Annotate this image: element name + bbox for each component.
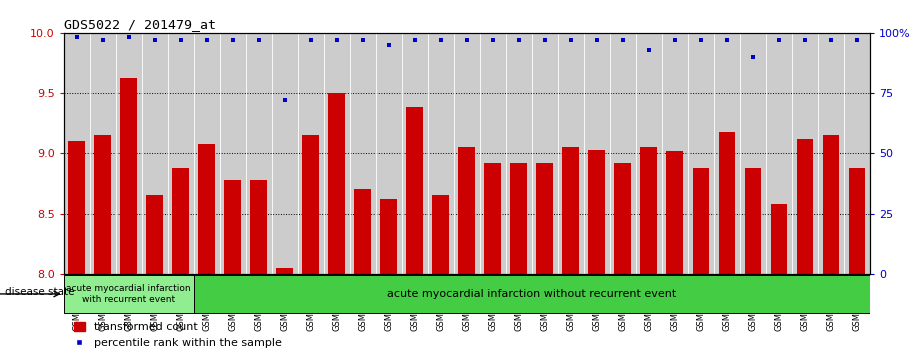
Bar [796,139,814,274]
Point [200,37,214,43]
Bar [64,275,194,313]
Point [382,42,396,48]
Text: GDS5022 / 201479_at: GDS5022 / 201479_at [64,19,216,32]
Bar [771,204,787,274]
Bar [199,144,215,274]
Bar [147,195,163,274]
Bar [120,78,138,274]
Bar [510,163,527,274]
Bar [68,141,86,274]
Bar [354,189,372,274]
Legend: transformed count, percentile rank within the sample: transformed count, percentile rank withi… [69,318,286,352]
Point [226,37,241,43]
Bar [692,168,710,274]
Bar [719,131,735,274]
Bar [667,151,683,274]
Bar [172,168,189,274]
Point [824,37,838,43]
Bar [640,147,658,274]
Bar [194,275,870,313]
Text: acute myocardial infarction without recurrent event: acute myocardial infarction without recu… [387,289,677,299]
Bar [95,135,111,274]
Bar [615,163,631,274]
Point [355,37,370,43]
Point [330,37,344,43]
Point [641,47,656,53]
Point [589,37,604,43]
Bar [458,147,476,274]
Bar [744,168,762,274]
Point [693,37,708,43]
Point [278,97,292,103]
Bar [537,163,553,274]
Point [96,37,110,43]
Bar [848,168,865,274]
Point [148,37,162,43]
Bar [276,268,293,274]
Point [407,37,422,43]
Bar [224,180,241,274]
Point [512,37,527,43]
Bar [406,107,424,274]
Bar [302,135,319,274]
Point [434,37,448,43]
Bar [823,135,839,274]
Bar [485,163,501,274]
Point [772,37,786,43]
Point [460,37,475,43]
Point [173,37,188,43]
Point [668,37,682,43]
Point [746,54,761,60]
Bar [562,147,579,274]
Bar [251,180,267,274]
Bar [589,150,606,274]
Point [486,37,500,43]
Point [616,37,630,43]
Point [251,37,266,43]
Bar [328,93,345,274]
Point [798,37,813,43]
Point [121,34,136,40]
Text: disease state: disease state [5,287,74,297]
Bar [433,195,449,274]
Point [720,37,734,43]
Point [69,34,84,40]
Point [564,37,578,43]
Text: acute myocardial infarction
with recurrent event: acute myocardial infarction with recurre… [67,284,191,303]
Point [850,37,865,43]
Point [537,37,552,43]
Bar [381,199,397,274]
Point [303,37,318,43]
